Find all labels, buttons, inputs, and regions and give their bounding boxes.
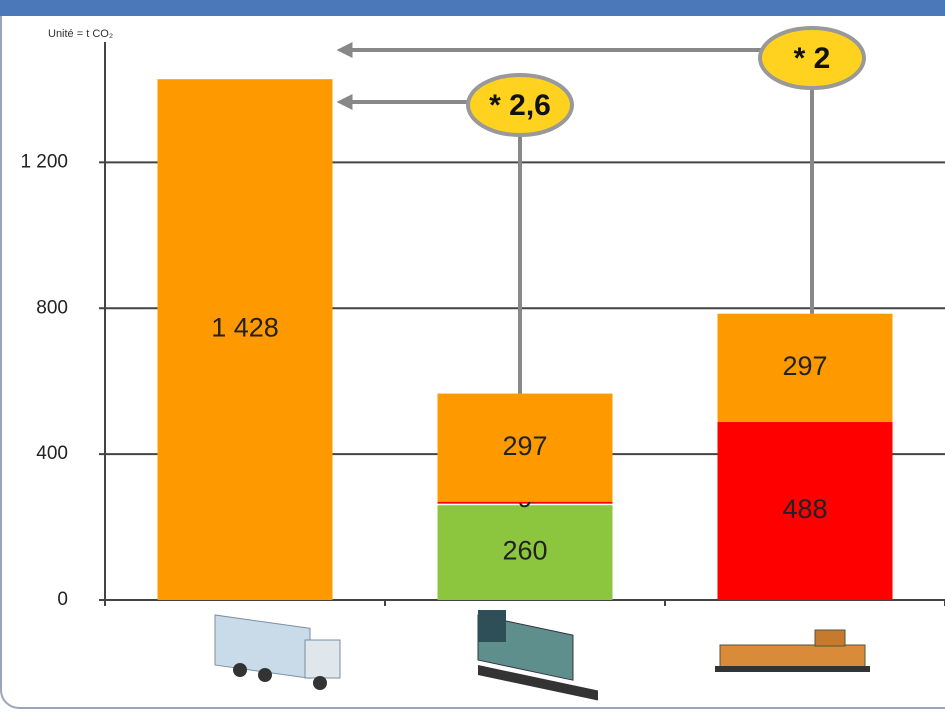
data-label: 297 [502,431,547,461]
y-tick-label: 1 200 [20,151,68,172]
bar-segment [717,422,893,600]
y-tick-label: 800 [36,297,68,318]
vehicle-icons [214,610,870,701]
callout-text: * 2 [794,42,831,75]
unit-label: Unité = t CO₂ [48,28,113,40]
bar-segment [437,500,613,504]
bar-segment [717,313,893,423]
data-label: 297 [782,351,827,381]
callout-bubble [758,26,866,90]
data-label: 1 428 [211,313,279,343]
locomotive-icon [477,610,598,701]
y-tick-label: 400 [36,443,68,464]
truck-icon [214,614,341,690]
callout-bubble [466,73,574,137]
bar-segment [157,79,333,600]
header-bar [0,0,945,16]
callout-text: * 2,6 [489,89,551,122]
diesel-locomotive-icon [715,629,870,672]
bar-segment [437,393,613,502]
data-label: 260 [502,536,547,566]
arrow-head [336,94,353,110]
y-tick-label: 0 [57,589,68,610]
bar-segment [437,505,613,600]
arrow-head [336,42,353,58]
data-label: 488 [782,494,827,524]
